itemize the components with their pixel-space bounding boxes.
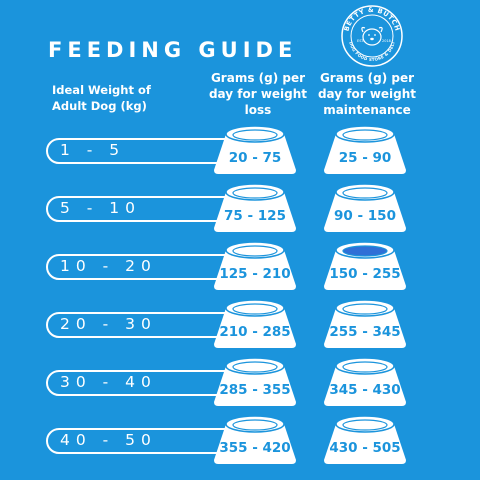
weight-range: 5 - 10 xyxy=(60,199,142,217)
bowl-maintenance: 345 - 430 xyxy=(322,356,408,408)
bowl-loss: 20 - 75 xyxy=(212,124,298,176)
grams-loss: 125 - 210 xyxy=(219,266,291,282)
logo-name-arc: BETTY & BUTCH xyxy=(343,6,401,32)
weight-range: 20 - 30 xyxy=(60,315,157,333)
grams-loss: 20 - 75 xyxy=(228,150,282,166)
bowl-loss: 355 - 420 xyxy=(212,414,298,466)
bowl-maintenance: 430 - 505 xyxy=(322,414,408,466)
bowl-maintenance: 25 - 90 xyxy=(322,124,408,176)
page-title: FEEDING GUIDE xyxy=(48,38,298,62)
feeding-row: 20 - 30 210 - 285 255 - 345 xyxy=(0,296,480,352)
weight-range: 1 - 5 xyxy=(60,141,126,159)
svg-text:DOG FOOD STORE & DELI: DOG FOOD STORE & DELI xyxy=(348,41,395,62)
grams-maintenance: 255 - 345 xyxy=(329,324,401,340)
weight-range: 30 - 40 xyxy=(60,373,157,391)
brand-logo: BETTY & BUTCH DOG FOOD STORE & DELI EST.… xyxy=(340,4,404,68)
logo-tagline-arc: DOG FOOD STORE & DELI xyxy=(348,41,395,62)
header-weight: Ideal Weight of Adult Dog (kg) xyxy=(52,83,151,113)
grams-maintenance: 90 - 150 xyxy=(334,208,396,224)
svg-text:BETTY & BUTCH: BETTY & BUTCH xyxy=(343,6,402,32)
grams-maintenance: 345 - 430 xyxy=(329,382,401,398)
grams-maintenance: 25 - 90 xyxy=(338,150,392,166)
grams-loss: 210 - 285 xyxy=(219,324,291,340)
weight-range: 40 - 50 xyxy=(60,431,157,449)
grams-loss: 355 - 420 xyxy=(219,440,291,456)
feeding-row: 40 - 50 355 - 420 430 - 505 xyxy=(0,412,480,468)
bowl-loss: 125 - 210 xyxy=(212,240,298,292)
header-loss: Grams (g) per day for weight loss xyxy=(208,71,308,117)
feeding-row: 5 - 10 75 - 125 90 - 150 xyxy=(0,180,480,236)
grams-maintenance: 430 - 505 xyxy=(329,440,401,456)
bowl-loss: 285 - 355 xyxy=(212,356,298,408)
bowl-loss: 75 - 125 xyxy=(212,182,298,234)
header-maintenance: Grams (g) per day for weight maintenance xyxy=(317,71,417,117)
grams-maintenance: 150 - 255 xyxy=(329,266,401,282)
bowl-loss: 210 - 285 xyxy=(212,298,298,350)
logo-est: EST. xyxy=(357,39,364,43)
weight-range: 10 - 20 xyxy=(60,257,157,275)
bowl-maintenance: 90 - 150 xyxy=(322,182,408,234)
feeding-row: 10 - 20 125 - 210 150 - 255 xyxy=(0,238,480,294)
feeding-row: 1 - 5 20 - 75 25 - 90 xyxy=(0,122,480,178)
bowl-maintenance: 150 - 255 xyxy=(322,240,408,292)
feeding-row: 30 - 40 285 - 355 345 - 430 xyxy=(0,354,480,410)
logo-year: 2018 xyxy=(382,39,391,43)
grams-loss: 75 - 125 xyxy=(224,208,286,224)
bowl-maintenance: 255 - 345 xyxy=(322,298,408,350)
grams-loss: 285 - 355 xyxy=(219,382,291,398)
